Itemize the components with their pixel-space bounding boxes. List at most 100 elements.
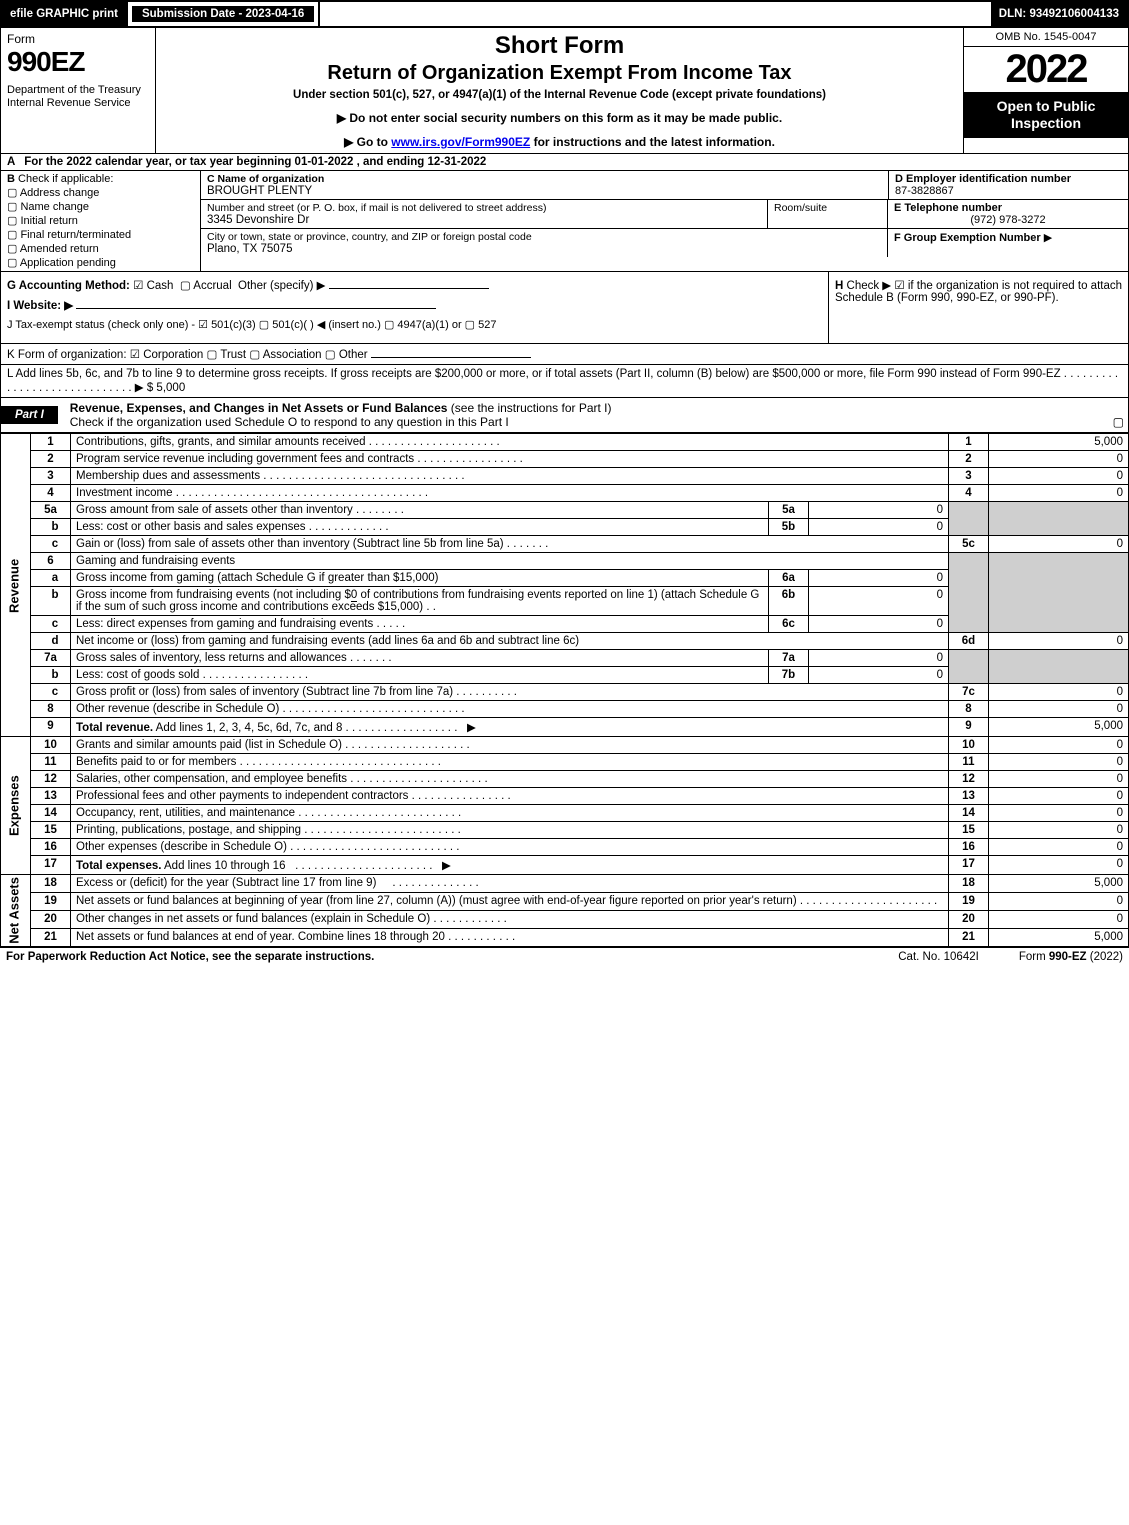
irs-link[interactable]: www.irs.gov/Form990EZ bbox=[391, 135, 530, 149]
sub-7a: 7a bbox=[769, 650, 809, 667]
desc-2: Program service revenue including govern… bbox=[71, 451, 949, 468]
part1-checkbox[interactable]: ▢ bbox=[1113, 415, 1124, 429]
part1-header: Part I Revenue, Expenses, and Changes in… bbox=[0, 398, 1129, 433]
chk-application-pending[interactable]: Application pending bbox=[7, 256, 194, 269]
val-16: 0 bbox=[989, 839, 1129, 856]
col-b: B Check if applicable: Address change Na… bbox=[1, 171, 201, 271]
num-21: 21 bbox=[949, 928, 989, 946]
ln-18: 18 bbox=[31, 875, 71, 893]
sub-5b: 5b bbox=[769, 519, 809, 536]
row-21: 21 Net assets or fund balances at end of… bbox=[1, 928, 1129, 946]
chk-cash[interactable]: Cash bbox=[133, 280, 173, 292]
inspection-badge: Open to Public Inspection bbox=[964, 92, 1128, 138]
g-other: Other (specify) ▶ bbox=[238, 280, 325, 292]
k-other-input[interactable] bbox=[371, 357, 531, 358]
ghi-left: G Accounting Method: Cash Accrual Other … bbox=[1, 272, 828, 343]
row-city-f: City or town, state or province, country… bbox=[201, 229, 1128, 257]
note-goto: ▶ Go to www.irs.gov/Form990EZ for instru… bbox=[166, 135, 953, 149]
org-name: BROUGHT PLENTY bbox=[207, 185, 882, 197]
chk-accrual[interactable]: Accrual bbox=[180, 280, 232, 292]
chk-initial-return[interactable]: Initial return bbox=[7, 214, 194, 227]
greyval-6 bbox=[989, 553, 1129, 633]
greyval-5 bbox=[989, 502, 1129, 536]
row-1: Revenue 1 Contributions, gifts, grants, … bbox=[1, 434, 1129, 451]
ln-21: 21 bbox=[31, 928, 71, 946]
row-20: 20 Other changes in net assets or fund b… bbox=[1, 910, 1129, 928]
block-bcdef: B Check if applicable: Address change Na… bbox=[0, 171, 1129, 271]
subval-6c: 0 bbox=[809, 616, 949, 633]
val-18: 5,000 bbox=[989, 875, 1129, 893]
chk-amended-return[interactable]: Amended return bbox=[7, 242, 194, 255]
top-bar: efile GRAPHIC print Submission Date - 20… bbox=[0, 0, 1129, 28]
desc-4-text: Investment income bbox=[76, 487, 173, 499]
desc-7b-text: Less: cost of goods sold bbox=[76, 669, 199, 681]
val-21: 5,000 bbox=[989, 928, 1129, 946]
label-a: A bbox=[7, 156, 21, 168]
desc-9: Total revenue. Add lines 1, 2, 3, 4, 5c,… bbox=[71, 718, 949, 737]
desc-20-text: Other changes in net assets or fund bala… bbox=[76, 913, 430, 925]
b-check-label: Check if applicable: bbox=[18, 173, 113, 185]
desc-19-text: Net assets or fund balances at beginning… bbox=[76, 895, 797, 907]
footer-form-post: (2022) bbox=[1087, 951, 1123, 963]
city-value: Plano, TX 75075 bbox=[207, 243, 881, 255]
ln-2: 2 bbox=[31, 451, 71, 468]
desc-13-text: Professional fees and other payments to … bbox=[76, 790, 408, 802]
part1-title: Revenue, Expenses, and Changes in Net As… bbox=[66, 398, 1128, 432]
desc-14-text: Occupancy, rent, utilities, and maintena… bbox=[76, 807, 295, 819]
num-14: 14 bbox=[949, 805, 989, 822]
val-1: 5,000 bbox=[989, 434, 1129, 451]
desc-8: Other revenue (describe in Schedule O) .… bbox=[71, 701, 949, 718]
desc-5a-text: Gross amount from sale of assets other t… bbox=[76, 504, 353, 516]
num-20: 20 bbox=[949, 910, 989, 928]
ln-7c: c bbox=[31, 684, 71, 701]
chk-name-change[interactable]: Name change bbox=[7, 200, 194, 213]
row-5c: c Gain or (loss) from sale of assets oth… bbox=[1, 536, 1129, 553]
footer-form-bold: 990-EZ bbox=[1049, 951, 1087, 963]
val-3: 0 bbox=[989, 468, 1129, 485]
part1-title-bold: Revenue, Expenses, and Changes in Net As… bbox=[70, 401, 448, 415]
val-13: 0 bbox=[989, 788, 1129, 805]
val-2: 0 bbox=[989, 451, 1129, 468]
desc-7a-text: Gross sales of inventory, less returns a… bbox=[76, 652, 347, 664]
desc-7b: Less: cost of goods sold . . . . . . . .… bbox=[71, 667, 769, 684]
form-number: 990EZ bbox=[7, 46, 149, 78]
val-14: 0 bbox=[989, 805, 1129, 822]
row-a: A For the 2022 calendar year, or tax yea… bbox=[0, 154, 1129, 171]
desc-11: Benefits paid to or for members . . . . … bbox=[71, 754, 949, 771]
label-h: H bbox=[835, 280, 843, 292]
g-other-input[interactable] bbox=[329, 288, 489, 289]
desc-12-text: Salaries, other compensation, and employ… bbox=[76, 773, 347, 785]
row-17: 17 Total expenses. Add lines 10 through … bbox=[1, 856, 1129, 875]
val-15: 0 bbox=[989, 822, 1129, 839]
row-13: 13 Professional fees and other payments … bbox=[1, 788, 1129, 805]
ein-value: 87-3828867 bbox=[895, 185, 1122, 197]
num-17: 17 bbox=[949, 856, 989, 875]
sidelabel-netassets: Net Assets bbox=[1, 875, 31, 947]
chk-final-return[interactable]: Final return/terminated bbox=[7, 228, 194, 241]
tax-year: 2022 bbox=[964, 47, 1128, 92]
website-input[interactable] bbox=[76, 308, 436, 309]
val-20: 0 bbox=[989, 910, 1129, 928]
desc-11-text: Benefits paid to or for members bbox=[76, 756, 236, 768]
sub-7b: 7b bbox=[769, 667, 809, 684]
num-9: 9 bbox=[949, 718, 989, 737]
val-8: 0 bbox=[989, 701, 1129, 718]
desc-18-text: Excess or (deficit) for the year (Subtra… bbox=[76, 877, 376, 889]
label-c: C Name of organization bbox=[207, 173, 882, 185]
label-f: F Group Exemption Number bbox=[894, 232, 1041, 244]
k-text: K Form of organization: ☑ Corporation ▢ … bbox=[7, 349, 368, 361]
desc-5b: Less: cost or other basis and sales expe… bbox=[71, 519, 769, 536]
room-suite: Room/suite bbox=[768, 200, 888, 228]
chk-address-change[interactable]: Address change bbox=[7, 186, 194, 199]
title-return: Return of Organization Exempt From Incom… bbox=[166, 62, 953, 85]
desc-7c-text: Gross profit or (loss) from sales of inv… bbox=[76, 686, 453, 698]
desc-7c: Gross profit or (loss) from sales of inv… bbox=[71, 684, 949, 701]
title-short-form: Short Form bbox=[166, 32, 953, 60]
desc-7a: Gross sales of inventory, less returns a… bbox=[71, 650, 769, 667]
ln-14: 14 bbox=[31, 805, 71, 822]
desc-3-text: Membership dues and assessments bbox=[76, 470, 260, 482]
desc-6: Gaming and fundraising events bbox=[71, 553, 949, 570]
efile-label: efile GRAPHIC print bbox=[2, 2, 128, 26]
row-15: 15 Printing, publications, postage, and … bbox=[1, 822, 1129, 839]
num-13: 13 bbox=[949, 788, 989, 805]
